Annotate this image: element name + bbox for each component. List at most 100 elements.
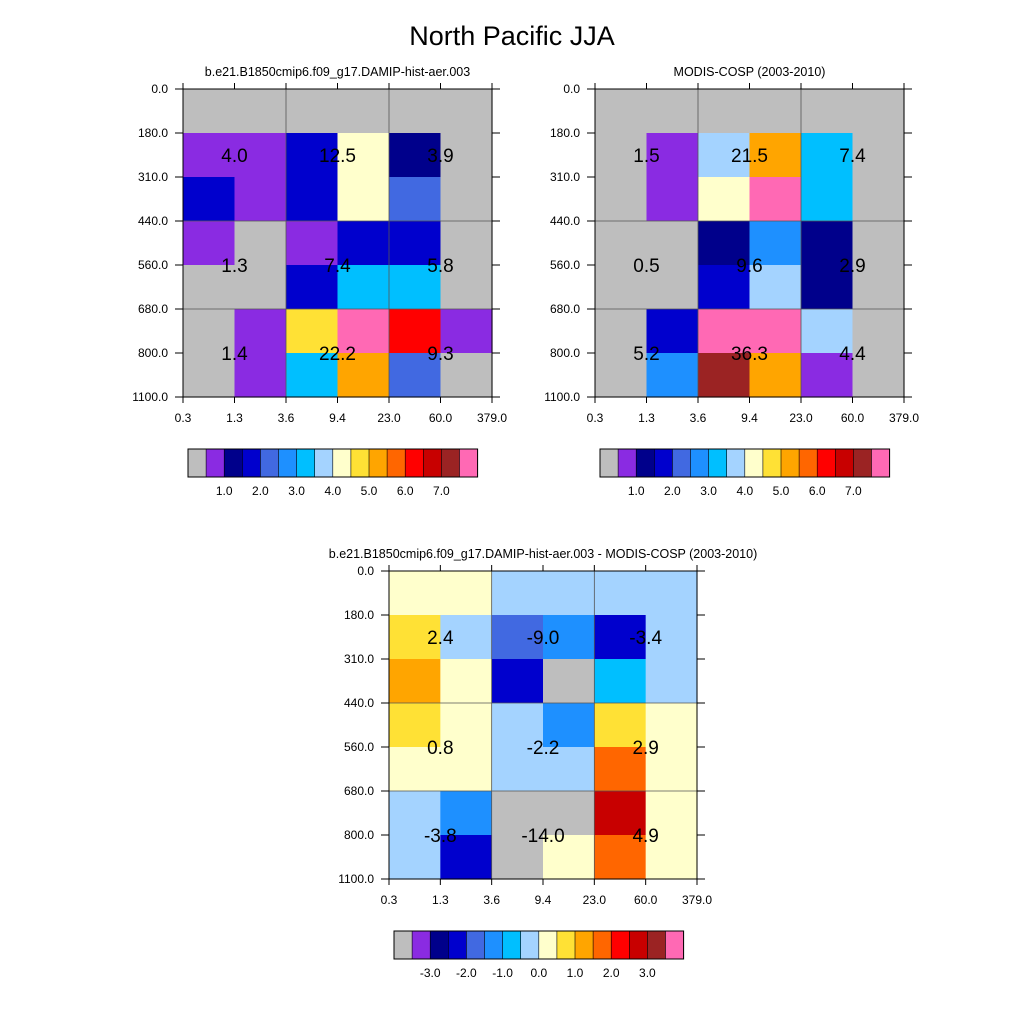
heatmap-cell <box>389 747 441 792</box>
colorbar-swatch <box>278 449 297 477</box>
heatmap-cell <box>646 89 699 134</box>
y-tick-label: 1100.0 <box>544 390 580 404</box>
heatmap-cell <box>440 89 493 134</box>
colorbar-swatch <box>654 449 673 477</box>
heatmap-cell <box>594 747 647 792</box>
colorbar-swatch <box>799 449 818 477</box>
heatmap-cell <box>337 177 390 222</box>
colorbar-label: 3.0 <box>639 966 656 980</box>
y-tick-label: 310.0 <box>550 170 580 184</box>
heatmap-cell <box>337 353 390 398</box>
heatmap-cell <box>389 791 441 836</box>
colorbar-swatch <box>412 931 431 959</box>
heatmap-cell <box>491 747 544 792</box>
colorbar-label: 5.0 <box>361 484 378 498</box>
heatmap-cell <box>183 353 236 398</box>
heatmap-cell <box>645 615 698 660</box>
heatmap-cell <box>440 615 493 660</box>
heatmap-cell <box>234 89 287 134</box>
colorbar-swatch <box>665 931 684 959</box>
heatmap-cell <box>491 571 544 616</box>
heatmap-cell <box>440 133 493 178</box>
x-tick-label: 1.3 <box>432 893 449 907</box>
heatmap-cell <box>389 177 442 222</box>
heatmap-cell <box>234 177 287 222</box>
cell-value-label: 9.6 <box>736 256 762 277</box>
colorbar-swatch <box>629 931 648 959</box>
colorbar-frame <box>187 448 479 478</box>
heatmap-cell <box>595 133 648 178</box>
panel-title: MODIS-COSP (2003-2010) <box>674 65 826 79</box>
cell-value-label: 7.4 <box>324 256 351 277</box>
colorbar-swatch <box>835 449 854 477</box>
colorbar-swatch <box>441 449 460 477</box>
colorbar-swatch <box>690 449 709 477</box>
heatmap-cell <box>389 309 442 354</box>
heatmap-cell <box>440 791 493 836</box>
colorbar-label: 6.0 <box>397 484 414 498</box>
colorbar-label: 6.0 <box>809 484 826 498</box>
colorbar-swatch <box>726 449 746 477</box>
heatmap-cell <box>491 615 544 660</box>
heatmap-cell <box>595 177 648 222</box>
y-tick-label: 560.0 <box>138 258 168 272</box>
colorbar-swatch <box>871 449 890 477</box>
heatmap-cell <box>234 309 287 354</box>
x-tick-label: 3.6 <box>483 893 500 907</box>
x-tick-label: 379.0 <box>682 893 712 907</box>
heatmap-cell <box>698 177 751 222</box>
heatmap-cell <box>234 221 287 266</box>
heatmap-cell <box>286 177 339 222</box>
heatmap-cell <box>852 353 905 398</box>
colorbar-label: 1.0 <box>628 484 645 498</box>
cell-value-label: 9.3 <box>427 344 453 365</box>
heatmap-cell <box>594 659 647 704</box>
heatmap-cell <box>389 703 441 748</box>
colorbar-label: 7.0 <box>433 484 450 498</box>
heatmap-cell <box>852 265 905 310</box>
heatmap-cell <box>801 133 854 178</box>
colorbar-frame <box>599 448 891 478</box>
heatmap-cell <box>389 571 441 616</box>
heatmap-cell <box>646 265 699 310</box>
heatmap-cell <box>852 221 905 266</box>
x-tick-label: 23.0 <box>583 893 607 907</box>
cell-value-label: 4.9 <box>632 826 658 847</box>
colorbar-swatch <box>556 931 576 959</box>
colorbar-swatch <box>466 931 485 959</box>
heatmap-cell <box>698 309 751 354</box>
heatmap-cell <box>337 89 390 134</box>
colorbar-label: 4.0 <box>736 484 753 498</box>
heatmap-cell <box>646 221 699 266</box>
colorbar-swatch <box>448 931 467 959</box>
colorbar-swatch <box>744 449 764 477</box>
cell-value-label: 2.9 <box>632 738 658 759</box>
colorbar-label: 1.0 <box>216 484 233 498</box>
heatmap-cell <box>595 221 648 266</box>
colorbar-frame <box>393 930 685 960</box>
colorbar-swatch <box>260 449 279 477</box>
panel-title: b.e21.B1850cmip6.f09_g17.DAMIP-hist-aer.… <box>205 65 470 79</box>
heatmap-cell <box>645 571 698 616</box>
heatmap-cell <box>440 703 493 748</box>
panel-2: 0.0 180.0 310.0 440.0 560.0 680.0 800.0 1100.0 0… <box>544 65 919 498</box>
y-tick-label: 310.0 <box>138 170 168 184</box>
heatmap-cell <box>440 177 493 222</box>
cell-value-label: -9.0 <box>527 628 560 649</box>
heatmap-cell <box>594 615 647 660</box>
heatmap-cell <box>543 703 595 748</box>
cell-value-label: -3.4 <box>629 628 662 649</box>
y-tick-label: 0.0 <box>357 564 374 578</box>
colorbar-swatch <box>242 449 261 477</box>
heatmap-cell <box>440 571 493 616</box>
x-tick-label: 23.0 <box>789 411 813 425</box>
heatmap-cell <box>801 89 854 134</box>
heatmap-cell <box>543 835 595 880</box>
heatmap-cell <box>543 659 595 704</box>
heatmap-cell <box>389 133 442 178</box>
cell-value-label: 4.4 <box>839 344 866 365</box>
heatmap-cell <box>389 615 441 660</box>
colorbar-swatch <box>647 931 666 959</box>
heatmap-cell <box>440 747 493 792</box>
heatmap-cell <box>286 221 339 266</box>
